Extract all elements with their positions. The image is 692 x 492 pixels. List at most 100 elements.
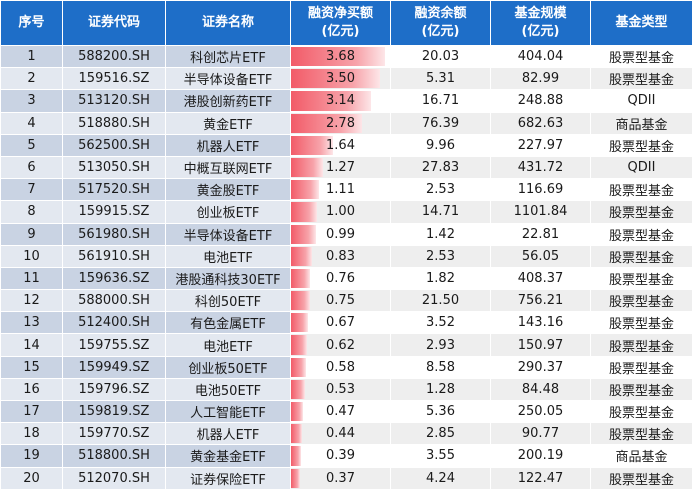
data-bar [291,69,381,89]
table-row: 10 561910.SH 电池ETF 0.83 2.53 56.05 股票型基金 [0,244,692,268]
cell: 561980.SH [62,222,166,246]
data-bar [291,291,311,311]
cell: 0.47 [290,399,391,424]
cell-text: 3.14 [326,93,355,109]
cell: 21.50 [390,289,491,313]
cell: 股票型基金 [590,333,692,357]
cell: 408.37 [490,266,591,291]
cell: 0.37 [290,466,391,490]
data-bar [291,468,301,488]
cell: 561910.SH [62,244,166,268]
cell: 82.99 [490,67,591,91]
cell: 12 [0,289,63,313]
cell-text: 0.76 [326,270,355,286]
cell: 股票型基金 [590,44,692,69]
table-row: 11 159636.SZ 港股通科技30ETF 0.76 1.82 408.37 股票型基金 [0,266,692,291]
data-bar [291,47,386,67]
cell: 港股通科技30ETF [165,266,291,291]
cell: 1.82 [390,266,491,291]
table-row: 8 159915.SZ 创业板ETF 1.00 14.71 1101.84 股票型基金 [0,200,692,224]
cell: 17 [0,399,63,424]
table-body: 1 588200.SH 科创芯片ETF 3.68 20.03 404.04 股票型基金 2 15… [0,44,692,490]
cell: 14.71 [390,200,491,224]
cell: 159516.SZ [62,67,166,91]
table-row: 14 159755.SZ 电池ETF 0.62 2.93 150.97 股票型基金 [0,333,692,357]
cell: 机器人ETF [165,133,291,157]
cell-text: 0.58 [326,359,355,375]
header-cell: 序号 [0,0,63,46]
cell: 159770.SZ [62,422,166,446]
cell: 116.69 [490,178,591,202]
cell: 159819.SZ [62,399,166,424]
cell: 404.04 [490,44,591,69]
table-row: 3 513120.SH 港股创新药ETF 3.14 16.71 248.88 QDII [0,89,692,113]
cell: 黄金ETF [165,111,291,135]
cell: 股票型基金 [590,466,692,490]
cell: 0.75 [290,289,391,313]
table-row: 2 159516.SZ 半导体设备ETF 3.50 5.31 82.99 股票型基金 [0,67,692,91]
data-bar [291,379,305,399]
data-bar [291,91,372,111]
cell: 16.71 [390,89,491,113]
cell: 159949.SZ [62,355,166,379]
cell: 90.77 [490,422,591,446]
cell-text: 2.78 [326,115,355,131]
cell: 8.58 [390,355,491,379]
cell: 1 [0,44,63,69]
cell: 股票型基金 [590,399,692,424]
cell: 518880.SH [62,111,166,135]
cell: 756.21 [490,289,591,313]
cell-text: 0.47 [326,404,355,420]
table-row: 20 512070.SH 证券保险ETF 0.37 4.24 122.47 股票型基金 [0,466,692,490]
cell: QDII [590,155,692,180]
cell: 黄金基金ETF [165,444,291,468]
cell: 588000.SH [62,289,166,313]
cell-text: 3.50 [326,71,355,87]
cell-text: 1.11 [326,182,355,198]
cell: 200.19 [490,444,591,468]
header-cell: 证券名称 [165,0,291,46]
cell-text: 1.64 [326,137,355,153]
cell: 3.68 [290,44,391,69]
data-bar [291,246,313,266]
cell-text: 1.00 [326,204,355,220]
data-bar [291,357,306,377]
cell: 0.76 [290,266,391,291]
table-row: 6 513050.SH 中概互联网ETF 1.27 27.83 431.72 QDII [0,155,692,180]
cell: 290.37 [490,355,591,379]
cell: QDII [590,89,692,113]
cell: 0.53 [290,377,391,402]
cell-text: 0.39 [326,448,355,464]
cell: 14 [0,333,63,357]
cell: 84.48 [490,377,591,402]
cell: 2.85 [390,422,491,446]
cell: 0.44 [290,422,391,446]
cell: 股票型基金 [590,289,692,313]
header-cell: 基金类型 [590,0,692,46]
cell-text: 0.83 [326,248,355,264]
cell: 0.67 [290,311,391,335]
cell: 0.39 [290,444,391,468]
cell: 588200.SH [62,44,166,69]
cell: 518800.SH [62,444,166,468]
cell: 股票型基金 [590,200,692,224]
cell: 1101.84 [490,200,591,224]
cell: 1.42 [390,222,491,246]
data-bar [291,202,317,222]
header-cell: 证券代码 [62,0,166,46]
cell: 商品基金 [590,444,692,468]
cell: 6 [0,155,63,180]
cell: 1.00 [290,200,391,224]
cell: 682.63 [490,111,591,135]
cell: 股票型基金 [590,422,692,446]
cell: 517520.SH [62,178,166,202]
cell: 7 [0,178,63,202]
cell: 科创芯片ETF [165,44,291,69]
data-bar [291,113,363,133]
table-row: 7 517520.SH 黄金股ETF 1.11 2.53 116.69 股票型基金 [0,178,692,202]
cell: 250.05 [490,399,591,424]
data-bar [291,446,301,466]
cell: 16 [0,377,63,402]
header-cell: 融资净买额 (亿元) [290,0,391,46]
